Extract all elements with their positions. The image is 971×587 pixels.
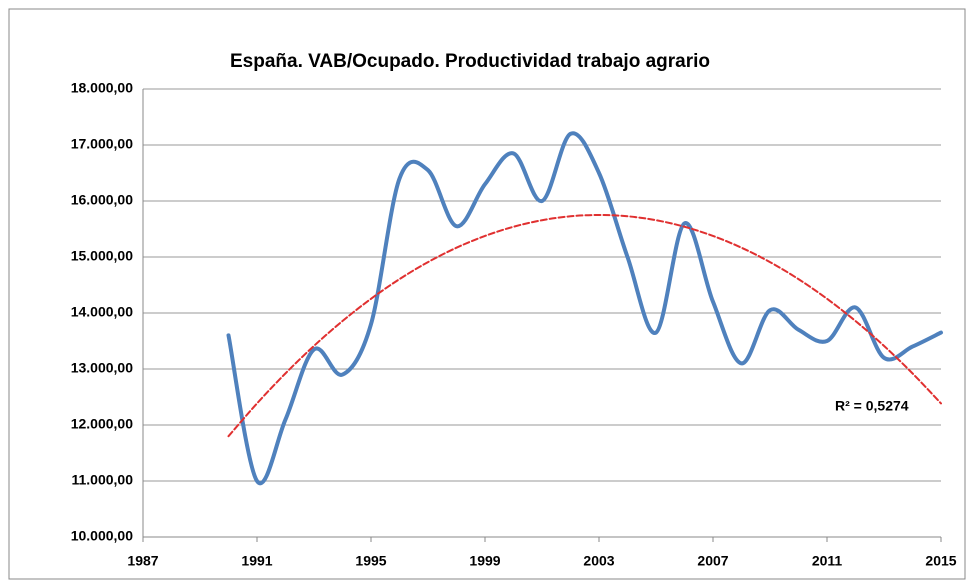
y-tick-label: 10.000,00	[71, 528, 133, 544]
x-tick-label: 1995	[355, 553, 386, 569]
trend-line	[227, 213, 942, 438]
y-tick-label: 13.000,00	[71, 360, 133, 376]
series-line	[226, 131, 943, 486]
y-tick-label: 12.000,00	[71, 416, 133, 432]
y-tick-label: 14.000,00	[71, 304, 133, 320]
x-tick-label: 2007	[697, 553, 728, 569]
y-tick-label: 17.000,00	[71, 136, 133, 152]
y-tick-label: 16.000,00	[71, 192, 133, 208]
x-tick-label: 2015	[925, 553, 956, 569]
y-tick-label: 15.000,00	[71, 248, 133, 264]
r-squared: R² = 0,5274	[835, 398, 909, 414]
y-tick-label: 18.000,00	[71, 80, 133, 96]
chart-title: España. VAB/Ocupado. Productividad traba…	[230, 51, 710, 72]
chart-frame	[8, 8, 966, 580]
y-tick-label: 11.000,00	[71, 472, 133, 488]
x-tick-label: 2011	[812, 553, 843, 569]
x-tick-label: 1991	[241, 553, 272, 569]
x-tick-label: 1999	[469, 553, 500, 569]
x-tick-label: 2003	[583, 553, 614, 569]
x-tick-label: 1987	[127, 553, 158, 569]
